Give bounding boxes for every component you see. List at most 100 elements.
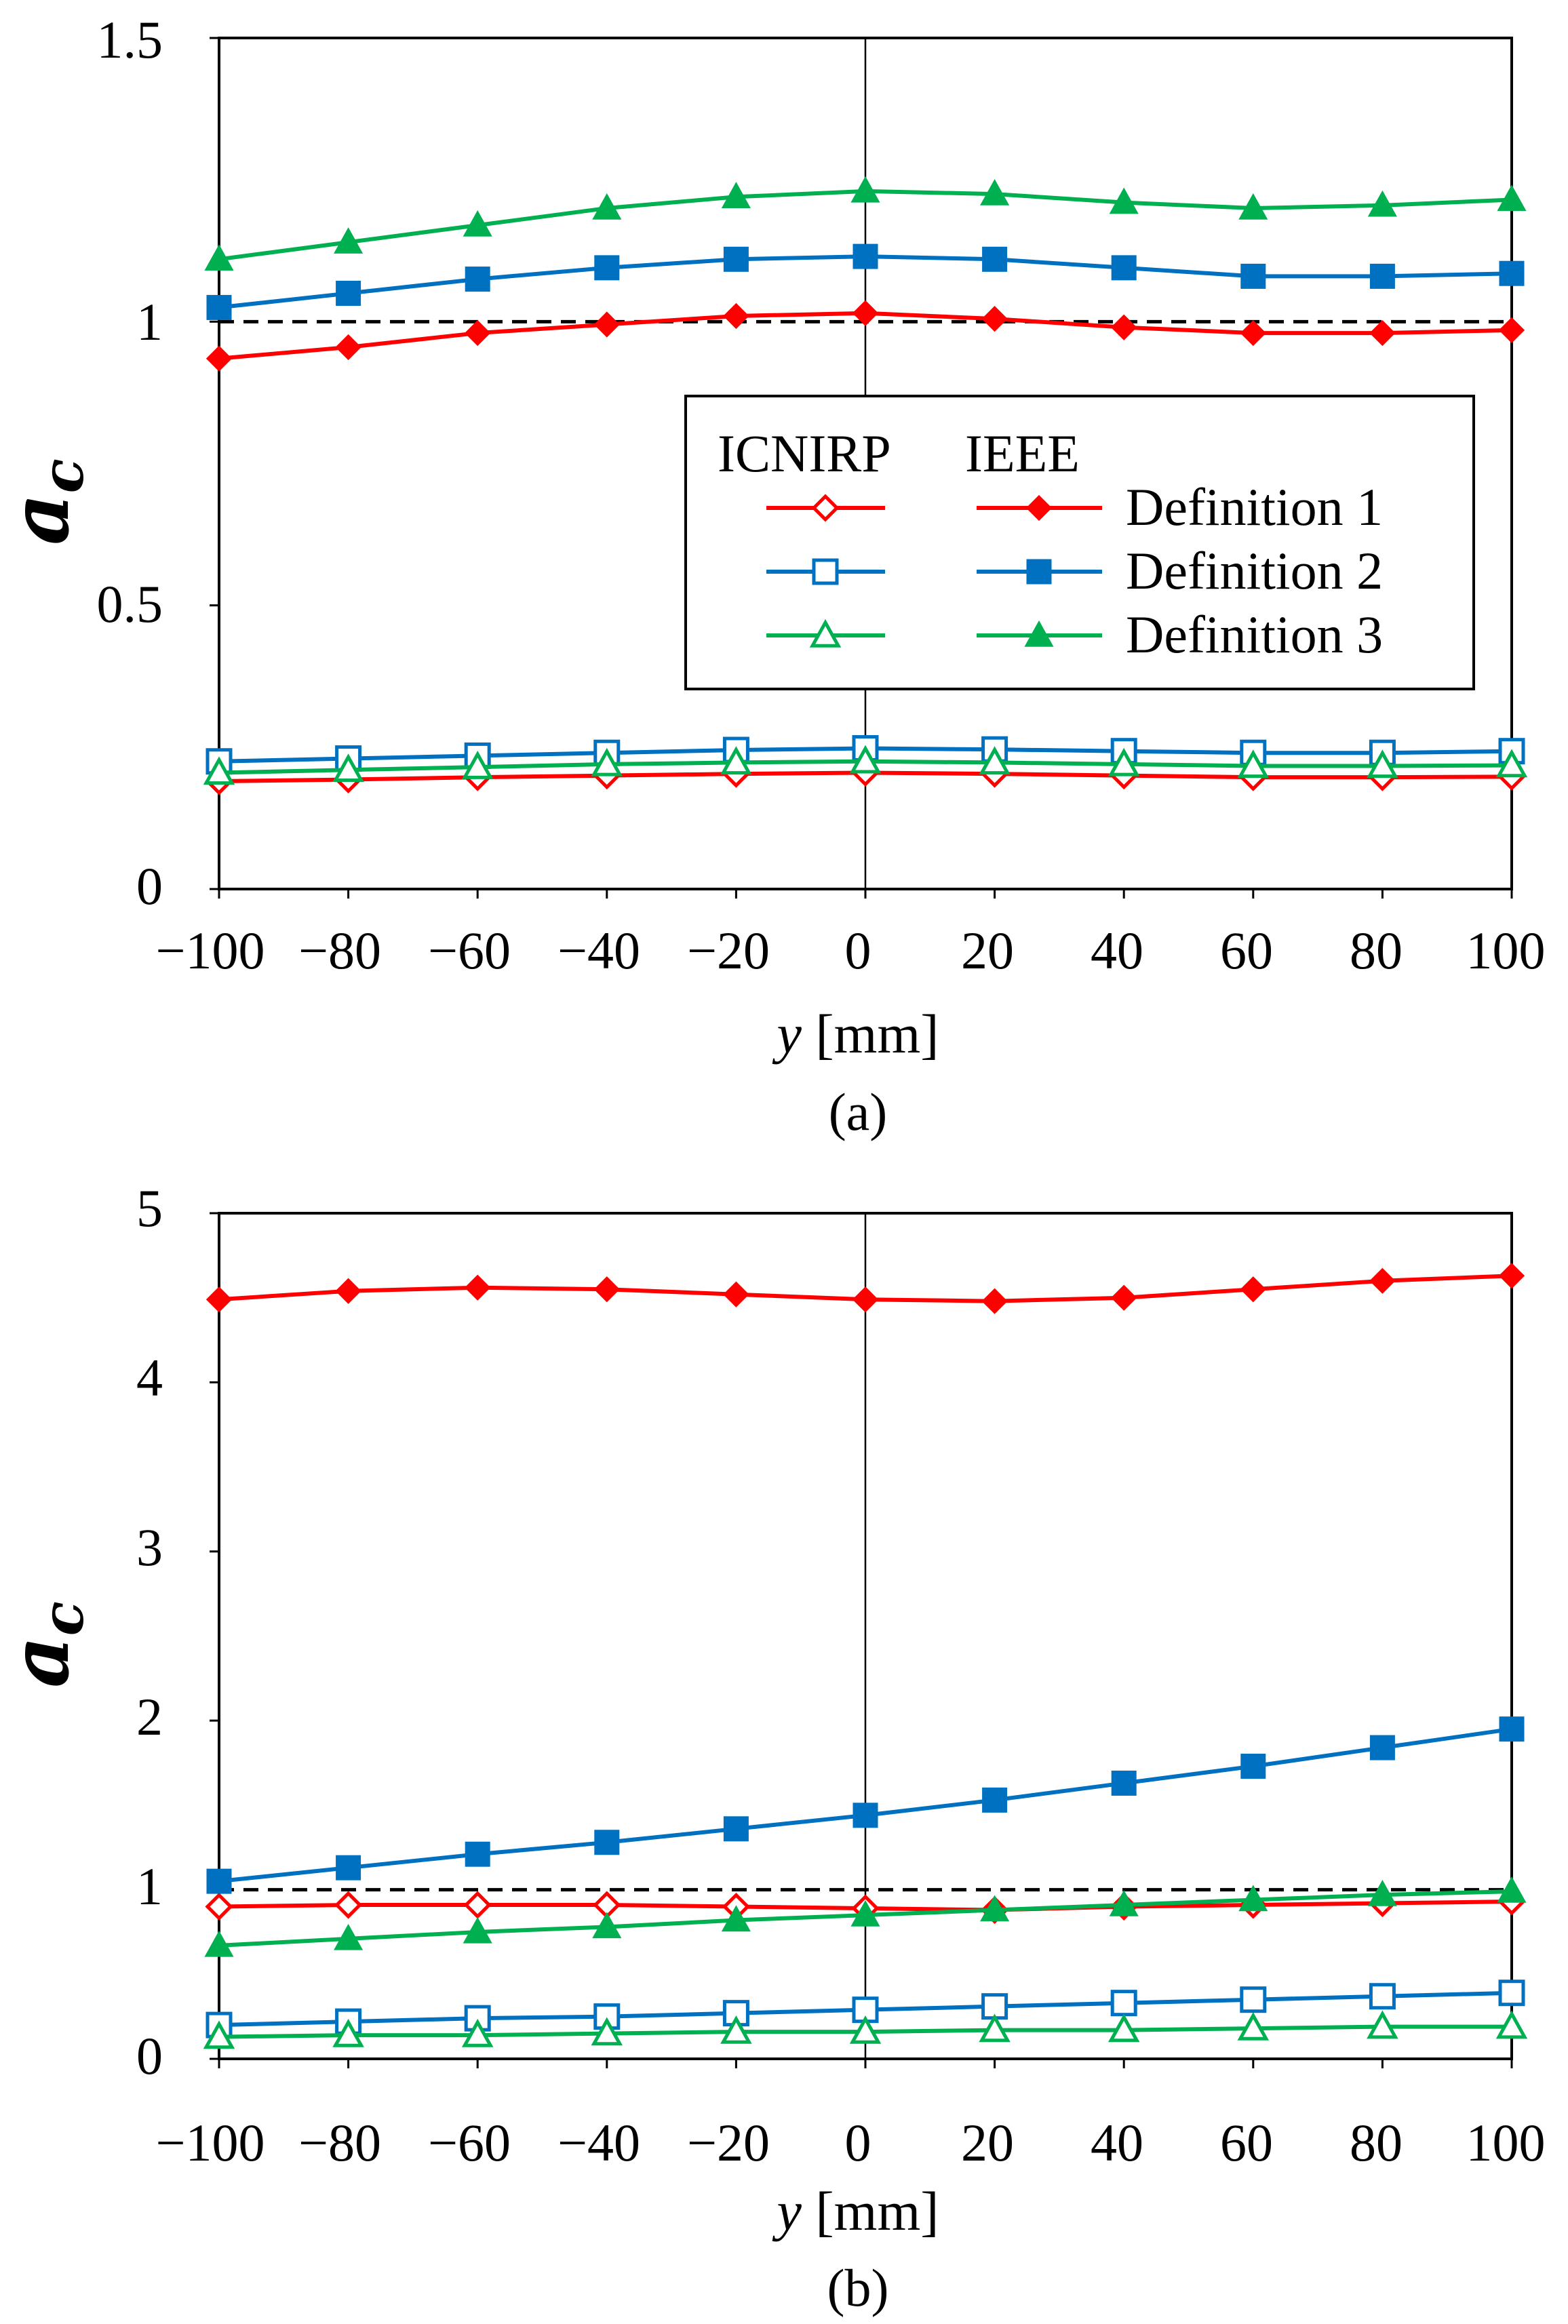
panel-b-icnirp-definition-3-point	[461, 2018, 494, 2047]
panel-a-x-tick-label: 60	[1220, 921, 1273, 980]
panel-b-ieee-definition-2-point	[465, 1841, 490, 1867]
panel-a-x-tick-label: 100	[1466, 921, 1546, 980]
panel-a-ieee-definition-3-point	[1367, 190, 1397, 217]
panel-b-ieee-definition-3-point	[334, 1923, 364, 1950]
panel-a-ieee-definition-3-point	[1109, 187, 1139, 214]
panel-b-icnirp-definition-2-point	[1110, 1990, 1137, 2017]
panel-b-icnirp-definition-3-point	[203, 2020, 235, 2049]
panel-b-ieee-definition-3-point	[980, 1895, 1010, 1922]
panel-b-ieee-definition-2-point	[1369, 1735, 1395, 1760]
panel-a-ieee-definition-3-point	[204, 244, 234, 271]
panel-a-icnirp-definition-3-point	[849, 745, 882, 774]
panel-b-y-tick-label: 1	[136, 1857, 163, 1916]
panel-b: −100 −80 −60 −40 −20 0 20 40 60 80 100 0…	[0, 1179, 1546, 2317]
legend-definition-2-ieee-marker	[1026, 559, 1052, 585]
panel-b-ieee-definition-2-point	[206, 1868, 232, 1894]
panel-a-ieee-definition-3-point	[463, 210, 492, 237]
panel-a-x-axis-label-var: y	[772, 1003, 802, 1065]
panel-b-icnirp-definition-3-point	[1495, 2010, 1528, 2039]
panel-a-icnirp-definition-3-point	[1495, 749, 1528, 778]
panel-b-icnirp-definition-2-point	[1240, 1986, 1267, 2013]
panel-a-ieee-definition-2-point	[206, 294, 232, 320]
panel-b-icnirp-definition-3-point	[1367, 2010, 1398, 2039]
panel-b-x-tick-label: 20	[961, 2113, 1014, 2172]
panel-a-ieee-definition-2-point	[336, 281, 361, 306]
panel-a-y-axis-label: ac	[0, 458, 96, 545]
panel-b-ieee-definition-3-point	[1109, 1889, 1139, 1916]
panel-a-ieee-definition-1-point	[465, 319, 491, 347]
panel-b-ieee-definition-3-point	[463, 1916, 492, 1944]
panel-a-x-tick-label: 80	[1350, 921, 1403, 980]
panel-b-ieee-definition-2-point	[1111, 1770, 1137, 1796]
panel-b-x-tick-label: −100	[156, 2113, 265, 2172]
panel-a-ieee-definition-2-point	[1369, 263, 1395, 289]
panel-b-x-axis-label-var: y	[772, 2180, 802, 2242]
panel-a-x-axis-label: y [mm]	[772, 1003, 939, 1065]
panel-b-ieee-definition-1-point	[205, 1286, 233, 1313]
panel-b-y-tick-label: 5	[136, 1179, 163, 1238]
panel-b-ieee-definition-3-point	[1367, 1879, 1397, 1906]
legend-header-ieee: IEEE	[965, 424, 1080, 483]
panel-b-ieee-definition-3-point	[592, 1912, 622, 1939]
panel-b-ieee-definition-2-point	[1240, 1754, 1266, 1779]
panel-a-x-tick-label: 20	[961, 921, 1014, 980]
panel-b-ieee-definition-1-point	[852, 1286, 879, 1313]
panel-a-ieee-definition-1-point	[852, 300, 879, 326]
panel-a-x-tick-label: −40	[557, 921, 640, 980]
panel-a-y-tick-label: 1.5	[97, 10, 163, 69]
panel-b-x-tick-label: 100	[1466, 2113, 1546, 2172]
panel-a-icnirp-definition-3-point	[979, 746, 1011, 775]
legend-definition-1-ieee-marker	[1025, 494, 1053, 521]
panel-b-icnirp-definition-2-point	[1498, 1980, 1525, 2007]
panel-b-y-axis-label-sub: c	[29, 1601, 96, 1636]
panel-a-x-tick-label: 0	[845, 921, 871, 980]
panel-b-y-tick-label: 3	[136, 1518, 163, 1577]
legend-box	[684, 395, 1475, 690]
panel-a-x-axis-label-unit: [mm]	[802, 1003, 939, 1065]
panel-a-icnirp-definition-3-point	[1108, 747, 1140, 776]
panel-b-icnirp-definition-3-point	[979, 2013, 1011, 2043]
panel-a-x-tick-label: 40	[1091, 921, 1143, 980]
legend-header-icnirp: ICNIRP	[718, 424, 891, 483]
panel-b-ieee-definition-1-point	[723, 1281, 749, 1307]
panel-b-icnirp-definition-3-point	[1108, 2013, 1140, 2043]
panel-b-icnirp-definition-1-point	[205, 1893, 233, 1921]
panel-b-ieee-definition-2-point	[852, 1803, 878, 1828]
panel-a-ieee-definition-1-point	[593, 311, 620, 338]
legend-label-definition-1: Definition 1	[1126, 477, 1383, 536]
panel-a: −100 −80 −60 −40 −20 0 20 40 60 80 100 0…	[0, 10, 1546, 1141]
panel-b-ieee-definition-1-point	[335, 1278, 361, 1304]
panel-b-x-tick-label: 60	[1220, 2113, 1273, 2172]
panel-b-icnirp-definition-3-point	[720, 2015, 752, 2044]
panel-a-ieee-definition-1-point	[1240, 319, 1266, 347]
panel-b-x-tick-label: 40	[1091, 2113, 1143, 2172]
panel-b-x-tick-label: −80	[298, 2113, 381, 2172]
panel-a-ieee-definition-1-point	[723, 302, 749, 330]
panel-a-ieee-definition-2-point	[594, 255, 620, 281]
panel-b-y-tick-label: 0	[136, 2026, 163, 2085]
panel-b-ieee-definition-2-point	[594, 1830, 620, 1855]
panel-a-icnirp-definition-3-point	[720, 746, 752, 775]
panel-a-ieee-definition-1-point	[205, 345, 233, 372]
panel-b-ieee-definition-2-point	[982, 1787, 1008, 1813]
panel-b-subtitle: (b)	[827, 2258, 889, 2317]
panel-a-ieee-definition-1-point	[981, 306, 1008, 332]
panel-b-marks	[203, 1212, 1528, 2068]
panel-a-icnirp-definition-3-point	[1237, 749, 1270, 779]
panel-a-ieee-definition-3-point	[721, 182, 751, 208]
panel-b-x-tick-label: 80	[1350, 2113, 1403, 2172]
panel-a-icnirp-definition-3-point	[1367, 749, 1398, 779]
panel-a-ieee-definition-2-point	[1240, 263, 1266, 289]
panel-b-ieee-definition-2-point	[336, 1855, 361, 1880]
panel-a-ieee-definition-2-point	[465, 267, 490, 292]
panel-b-ieee-definition-1-point	[593, 1276, 620, 1303]
legend-definition-1-icnirp-marker	[811, 494, 840, 522]
panel-a-ieee-definition-2-point	[1111, 255, 1137, 281]
legend-definition-2-icnirp-marker	[812, 558, 839, 585]
panel-a-subtitle: (a)	[829, 1082, 888, 1141]
panel-b-icnirp-definition-1-point	[463, 1891, 492, 1919]
panel-a-ieee-definition-3-point	[1497, 184, 1527, 212]
panel-b-x-tick-label: −40	[557, 2113, 640, 2172]
panel-a-marks	[203, 37, 1528, 899]
panel-a-ieee-definition-3-point	[334, 227, 364, 254]
